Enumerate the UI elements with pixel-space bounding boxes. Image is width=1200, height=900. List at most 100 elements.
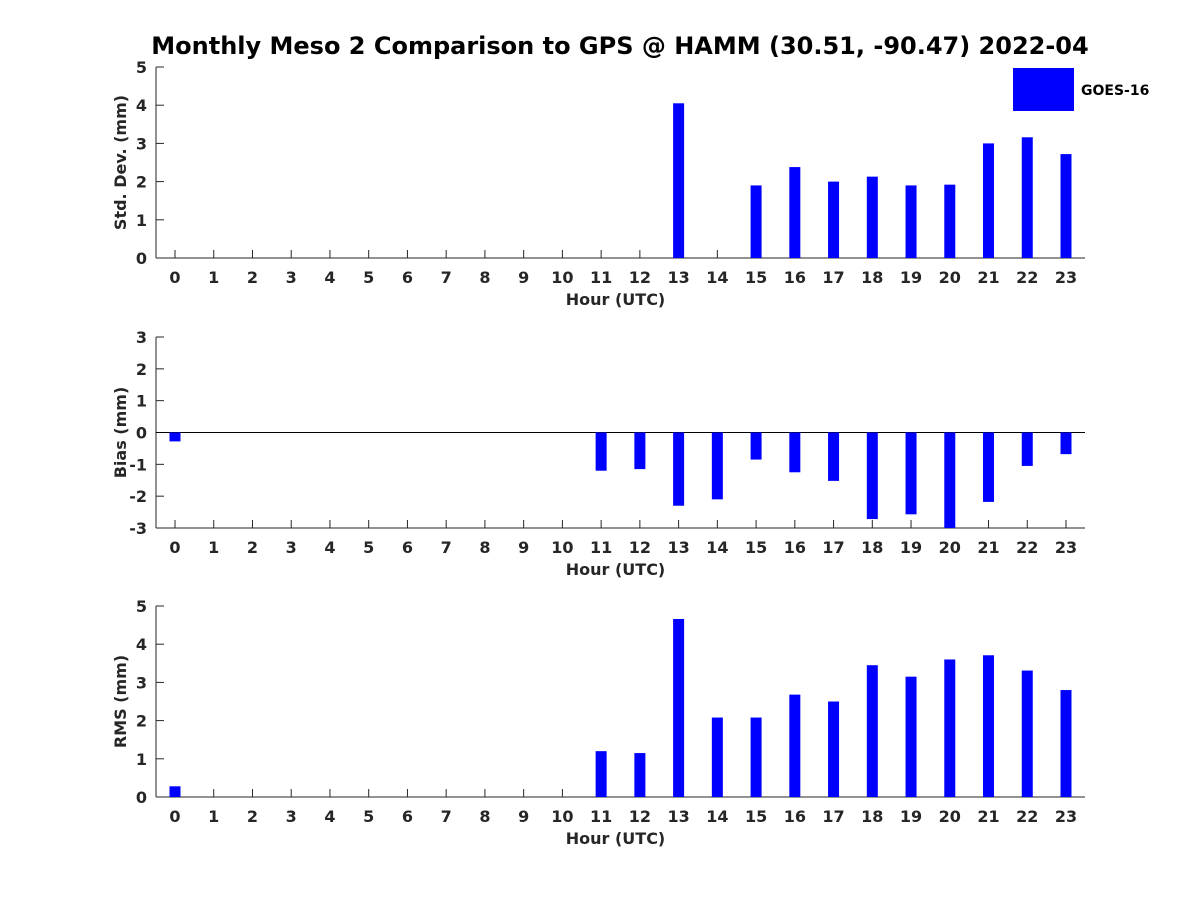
x-tick-label: 5 (363, 807, 374, 826)
x-tick-label: 19 (900, 807, 922, 826)
x-tick-label: 1 (208, 538, 219, 557)
bar-bias-hour-11 (595, 432, 607, 471)
x-tick-label: 21 (977, 268, 999, 287)
y-tick-label: -2 (129, 487, 147, 506)
bar-std_dev-hour-22 (1021, 137, 1033, 258)
bar-bias-hour-0 (169, 432, 181, 442)
y-tick-label: 1 (136, 392, 147, 411)
x-tick-label: 2 (247, 807, 258, 826)
x-tick-label: 7 (441, 268, 452, 287)
x-tick-label: 8 (479, 268, 490, 287)
bar-bias-hour-15 (750, 432, 762, 460)
legend-label: GOES-16 (1081, 83, 1149, 99)
y-tick-label: 2 (136, 173, 147, 192)
bar-bias-hour-22 (1021, 432, 1033, 466)
x-tick-label: 13 (667, 538, 689, 557)
bar-rms-hour-16 (789, 694, 801, 797)
x-tick-label: 1 (208, 807, 219, 826)
x-tick-label: 8 (479, 538, 490, 557)
x-tick-label: 10 (551, 268, 573, 287)
bar-bias-hour-18 (866, 432, 878, 520)
x-tick-label: 12 (629, 538, 651, 557)
chart-title: Monthly Meso 2 Comparison to GPS @ HAMM … (151, 32, 1088, 60)
x-tick-label: 3 (286, 538, 297, 557)
y-tick-label: -3 (129, 519, 147, 538)
x-tick-label: 21 (977, 807, 999, 826)
x-tick-label: 21 (977, 538, 999, 557)
bar-rms-hour-23 (1060, 690, 1072, 797)
x-tick-label: 18 (861, 538, 883, 557)
bar-bias-hour-14 (711, 432, 723, 500)
x-tick-label: 3 (286, 268, 297, 287)
x-tick-label: 14 (706, 538, 728, 557)
bar-bias-hour-12 (634, 432, 646, 470)
x-tick-label: 22 (1016, 807, 1038, 826)
x-tick-label: 17 (822, 538, 844, 557)
x-tick-label: 9 (518, 807, 529, 826)
x-tick-label: 10 (551, 538, 573, 557)
x-tick-label: 6 (402, 807, 413, 826)
x-tick-label: 16 (784, 538, 806, 557)
y-tick-label: 3 (136, 673, 147, 692)
x-tick-label: 1 (208, 268, 219, 287)
bar-std_dev-hour-15 (750, 185, 762, 258)
bar-bias-hour-16 (789, 432, 801, 473)
bar-rms-hour-12 (634, 753, 646, 797)
x-tick-label: 13 (667, 268, 689, 287)
bar-std_dev-hour-18 (866, 176, 878, 258)
x-tick-label: 0 (169, 807, 180, 826)
x-axis-label: Hour (UTC) (566, 290, 666, 309)
y-axis-label: Std. Dev. (mm) (111, 95, 130, 230)
x-tick-label: 9 (518, 268, 529, 287)
bar-std_dev-hour-20 (944, 184, 956, 258)
bar-bias-hour-20 (944, 432, 956, 528)
x-tick-label: 12 (629, 268, 651, 287)
x-tick-label: 15 (745, 807, 767, 826)
x-tick-label: 23 (1055, 268, 1077, 287)
bar-bias-hour-21 (983, 432, 995, 502)
x-tick-label: 0 (169, 538, 180, 557)
x-tick-label: 11 (590, 268, 612, 287)
x-tick-label: 17 (822, 268, 844, 287)
x-tick-label: 20 (939, 538, 961, 557)
x-tick-label: 19 (900, 268, 922, 287)
y-tick-label: 0 (136, 249, 147, 268)
x-tick-label: 2 (247, 268, 258, 287)
bar-rms-hour-20 (944, 659, 956, 797)
x-tick-label: 16 (784, 268, 806, 287)
y-tick-label: 5 (136, 58, 147, 77)
x-tick-label: 16 (784, 807, 806, 826)
x-tick-label: 9 (518, 538, 529, 557)
legend: GOES-16 (1013, 68, 1149, 111)
bar-std_dev-hour-23 (1060, 154, 1072, 258)
x-tick-label: 7 (441, 538, 452, 557)
bar-std_dev-hour-19 (905, 185, 917, 258)
x-tick-label: 20 (939, 807, 961, 826)
x-tick-label: 3 (286, 807, 297, 826)
x-tick-label: 12 (629, 807, 651, 826)
x-tick-label: 23 (1055, 807, 1077, 826)
x-tick-label: 8 (479, 807, 490, 826)
y-tick-label: 5 (136, 597, 147, 616)
y-tick-label: 2 (136, 712, 147, 731)
y-tick-label: 1 (136, 211, 147, 230)
x-axis-label: Hour (UTC) (566, 829, 666, 848)
bar-std_dev-hour-16 (789, 167, 801, 258)
y-tick-label: 1 (136, 750, 147, 769)
bar-rms-hour-17 (828, 701, 840, 797)
bar-std_dev-hour-21 (983, 143, 995, 258)
bar-rms-hour-15 (750, 717, 762, 797)
x-tick-label: 14 (706, 268, 728, 287)
bar-bias-hour-19 (905, 432, 917, 515)
bar-std_dev-hour-17 (828, 181, 840, 258)
y-tick-label: 0 (136, 424, 147, 443)
x-tick-label: 15 (745, 268, 767, 287)
x-tick-label: 18 (861, 807, 883, 826)
x-tick-label: 4 (324, 538, 335, 557)
bar-rms-hour-11 (595, 751, 607, 797)
x-tick-label: 6 (402, 268, 413, 287)
x-tick-label: 4 (324, 807, 335, 826)
y-tick-label: 0 (136, 788, 147, 807)
y-tick-label: 4 (136, 96, 147, 115)
